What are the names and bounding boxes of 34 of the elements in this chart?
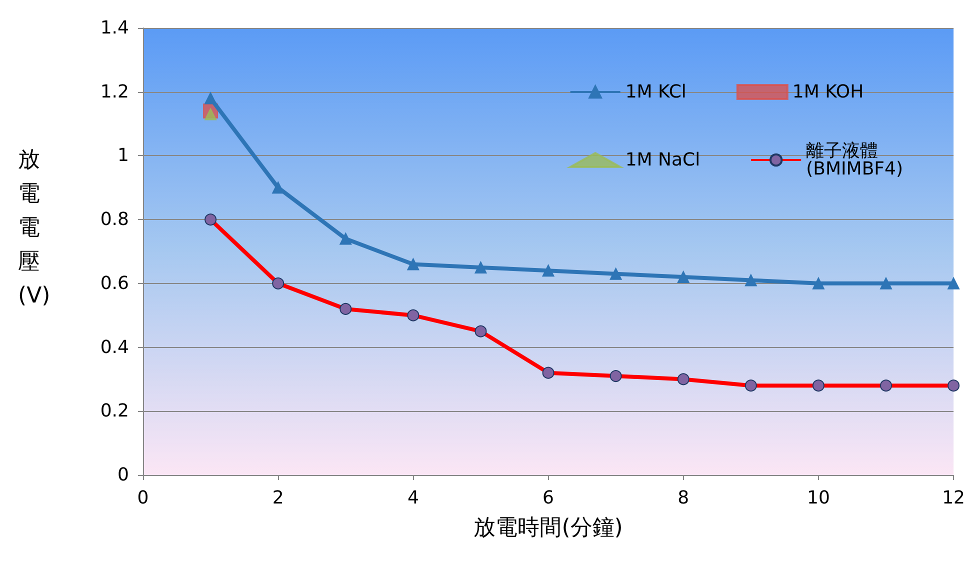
- x-tick-label: 6: [542, 488, 554, 508]
- x-tick-label: 0: [137, 488, 149, 508]
- point: [272, 182, 284, 194]
- point: [677, 271, 690, 284]
- x-tick-label: 4: [407, 488, 419, 508]
- y-tick-label: 0: [118, 464, 129, 486]
- y-tick-label: 0.8: [100, 209, 129, 230]
- point: [880, 277, 892, 290]
- point: [204, 92, 217, 104]
- y-axis-title: 放電電壓(V): [18, 148, 50, 308]
- point: [948, 277, 960, 290]
- point: [204, 108, 217, 120]
- point: [610, 268, 622, 280]
- x-axis-title: 放電時間(分鐘): [474, 516, 623, 540]
- legend-label: 離子液體 (BMIMBF4): [806, 140, 904, 180]
- point: [407, 258, 420, 270]
- point: [744, 274, 757, 286]
- x-tick-label: 2: [272, 488, 284, 508]
- legend-label: 1M KOH: [792, 82, 864, 102]
- point: [542, 264, 554, 277]
- y-tick-label: 1.4: [100, 18, 129, 38]
- legend-label: 1M KCl: [625, 82, 686, 102]
- x-tick-label: 8: [678, 488, 690, 508]
- legend-label: 1M NaCl: [625, 150, 700, 170]
- y-tick-label: 0.6: [100, 272, 129, 294]
- point: [474, 261, 487, 274]
- point: [340, 232, 352, 245]
- x-tick-label: 12: [942, 488, 965, 508]
- x-tick-label: 10: [807, 488, 830, 508]
- y-tick-label: 1: [118, 145, 129, 166]
- y-tick-label: 0.4: [100, 336, 129, 358]
- y-tick-label: 1.2: [100, 81, 129, 102]
- y-tick-label: 0.2: [100, 400, 129, 422]
- point: [812, 277, 824, 290]
